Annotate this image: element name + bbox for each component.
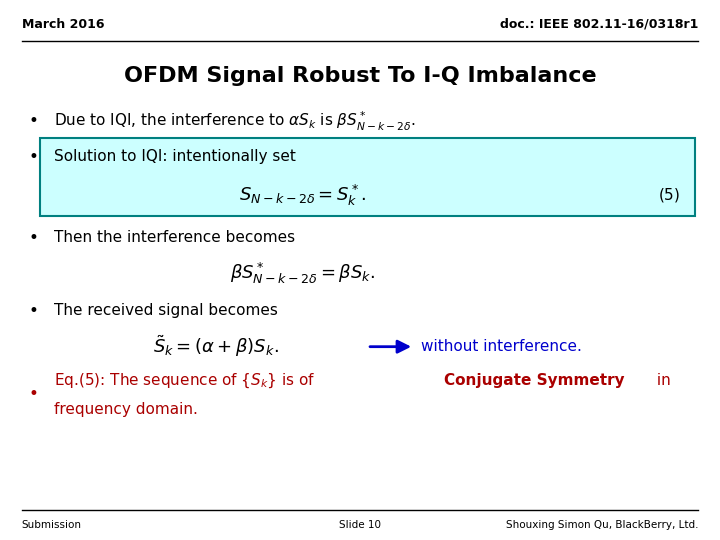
FancyBboxPatch shape [40,138,695,216]
Text: Submission: Submission [22,520,81,530]
Text: Eq.(5): The sequence of $\{S_k\}$ is of: Eq.(5): The sequence of $\{S_k\}$ is of [54,372,315,390]
Text: Solution to IQI: intentionally set: Solution to IQI: intentionally set [54,149,296,164]
Text: •: • [29,112,39,131]
Text: •: • [29,385,39,403]
Text: Shouxing Simon Qu, BlackBerry, Ltd.: Shouxing Simon Qu, BlackBerry, Ltd. [506,520,698,530]
Text: •: • [29,301,39,320]
Text: OFDM Signal Robust To I-Q Imbalance: OFDM Signal Robust To I-Q Imbalance [124,65,596,86]
Text: Then the interference becomes: Then the interference becomes [54,230,295,245]
Text: doc.: IEEE 802.11-16/0318r1: doc.: IEEE 802.11-16/0318r1 [500,18,698,31]
Text: without interference.: without interference. [421,339,582,354]
Text: $S_{N-k-2\delta} = S^*_k.$: $S_{N-k-2\delta} = S^*_k.$ [238,183,366,208]
Text: March 2016: March 2016 [22,18,104,31]
Text: The received signal becomes: The received signal becomes [54,303,278,318]
Text: frequency domain.: frequency domain. [54,402,198,417]
Text: $\beta S^*_{N-k-2\delta} = \beta S_k.$: $\beta S^*_{N-k-2\delta} = \beta S_k.$ [230,261,375,286]
Text: •: • [29,147,39,166]
Text: $(5)$: $(5)$ [658,186,680,205]
Text: Due to IQI, the interference to $\alpha S_k$ is $\beta S^*_{N-k-2\delta}$.: Due to IQI, the interference to $\alpha … [54,110,415,133]
Text: •: • [29,228,39,247]
Text: in: in [652,373,670,388]
Text: Conjugate Symmetry: Conjugate Symmetry [444,373,625,388]
Text: Slide 10: Slide 10 [339,520,381,530]
Text: $\tilde{S}_k = (\alpha +\beta)S_k.$: $\tilde{S}_k = (\alpha +\beta)S_k.$ [153,334,279,360]
